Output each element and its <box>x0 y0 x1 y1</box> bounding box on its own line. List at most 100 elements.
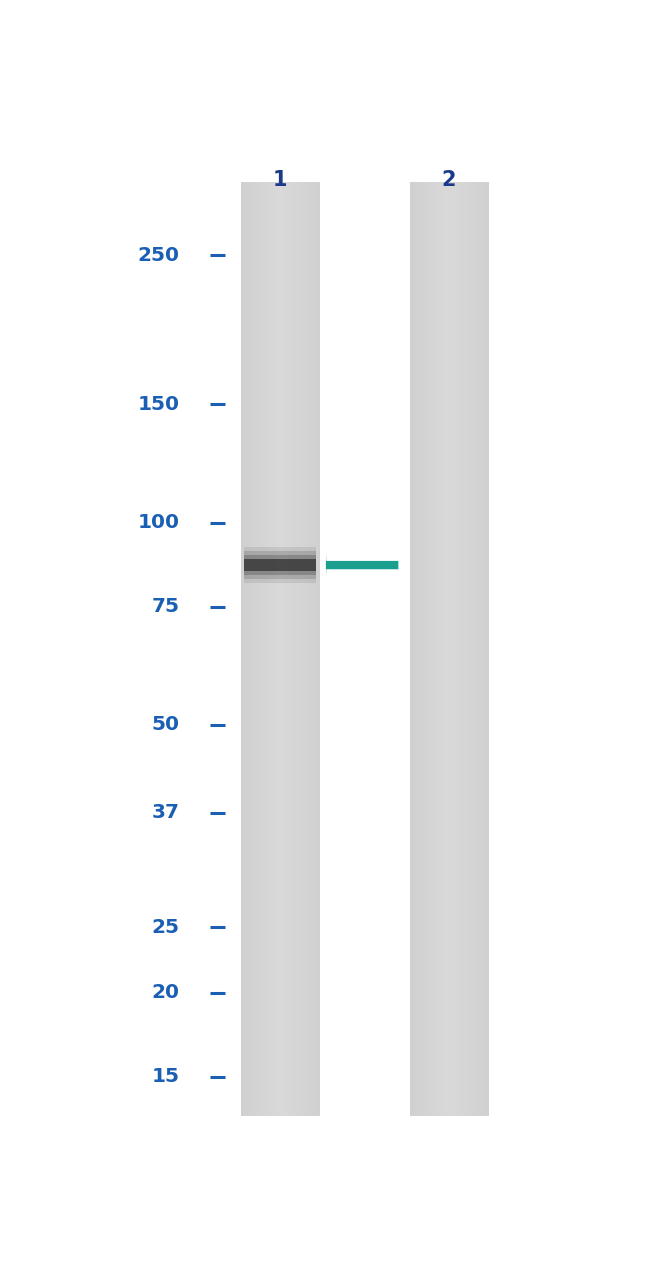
Bar <box>284 182 286 1115</box>
Bar <box>411 182 413 1115</box>
Bar <box>430 182 431 1115</box>
Bar <box>447 182 448 1115</box>
Bar <box>427 182 428 1115</box>
Bar <box>245 182 247 1115</box>
Bar <box>421 182 422 1115</box>
Bar <box>246 182 248 1115</box>
Text: 1: 1 <box>273 170 287 190</box>
Bar <box>311 182 313 1115</box>
Bar <box>244 555 317 575</box>
Bar <box>298 182 300 1115</box>
Bar <box>281 182 283 1115</box>
Bar <box>486 182 488 1115</box>
Bar <box>248 182 250 1115</box>
Bar <box>426 182 427 1115</box>
Bar <box>432 182 434 1115</box>
Bar <box>474 182 476 1115</box>
Bar <box>414 182 415 1115</box>
Text: 2: 2 <box>442 170 456 190</box>
Bar <box>254 182 256 1115</box>
Bar <box>271 182 273 1115</box>
Bar <box>454 182 456 1115</box>
Bar <box>304 182 306 1115</box>
Bar <box>250 182 252 1115</box>
Bar <box>417 182 418 1115</box>
Bar <box>463 182 465 1115</box>
Text: 100: 100 <box>138 513 179 532</box>
Bar <box>242 182 244 1115</box>
Bar <box>275 182 277 1115</box>
Bar <box>456 182 458 1115</box>
Bar <box>422 182 423 1115</box>
Bar <box>460 182 461 1115</box>
Bar <box>458 182 460 1115</box>
Bar <box>419 182 421 1115</box>
Bar <box>306 182 308 1115</box>
Bar <box>258 182 260 1115</box>
Bar <box>252 182 254 1115</box>
Bar <box>272 182 274 1115</box>
Bar <box>244 551 317 579</box>
Bar <box>431 182 432 1115</box>
Bar <box>267 182 269 1115</box>
Text: 37: 37 <box>151 804 179 823</box>
Bar <box>423 182 424 1115</box>
Bar <box>280 182 282 1115</box>
Bar <box>297 182 299 1115</box>
Bar <box>262 182 264 1115</box>
Bar <box>440 182 442 1115</box>
Bar <box>294 182 296 1115</box>
Bar <box>288 182 290 1115</box>
Bar <box>410 182 411 1115</box>
Bar <box>457 182 459 1115</box>
Bar <box>450 182 452 1115</box>
Bar <box>428 182 430 1115</box>
Bar <box>255 182 257 1115</box>
Bar <box>461 182 463 1115</box>
Text: 25: 25 <box>151 918 179 937</box>
Bar <box>435 182 437 1115</box>
Bar <box>307 182 309 1115</box>
Bar <box>301 182 303 1115</box>
Bar <box>443 182 445 1115</box>
Bar <box>305 182 307 1115</box>
Bar <box>249 182 251 1115</box>
Bar <box>285 182 287 1115</box>
Bar <box>470 182 472 1115</box>
Bar <box>444 182 446 1115</box>
Bar <box>476 182 478 1115</box>
Bar <box>263 182 265 1115</box>
Bar <box>483 182 485 1115</box>
Bar <box>445 182 447 1115</box>
Bar <box>437 182 439 1115</box>
Bar <box>293 182 295 1115</box>
Bar <box>292 182 294 1115</box>
Bar <box>244 182 246 1115</box>
Bar <box>415 182 417 1115</box>
Bar <box>487 182 489 1115</box>
Bar <box>300 182 302 1115</box>
Bar <box>475 182 477 1115</box>
Bar <box>266 182 268 1115</box>
Text: 15: 15 <box>151 1067 179 1086</box>
Bar <box>268 182 270 1115</box>
Bar <box>424 182 426 1115</box>
Bar <box>244 559 317 572</box>
Text: 50: 50 <box>151 715 179 734</box>
Bar <box>313 182 315 1115</box>
Bar <box>265 182 266 1115</box>
Bar <box>448 182 450 1115</box>
Bar <box>309 182 311 1115</box>
Bar <box>253 182 255 1115</box>
Bar <box>270 182 272 1115</box>
Bar <box>318 182 320 1115</box>
Bar <box>462 182 464 1115</box>
Bar <box>261 182 263 1115</box>
Bar <box>436 182 438 1115</box>
Bar <box>296 182 298 1115</box>
Bar <box>480 182 482 1115</box>
Bar <box>441 182 443 1115</box>
Bar <box>466 182 468 1115</box>
Bar <box>302 182 304 1115</box>
Bar <box>467 182 469 1115</box>
